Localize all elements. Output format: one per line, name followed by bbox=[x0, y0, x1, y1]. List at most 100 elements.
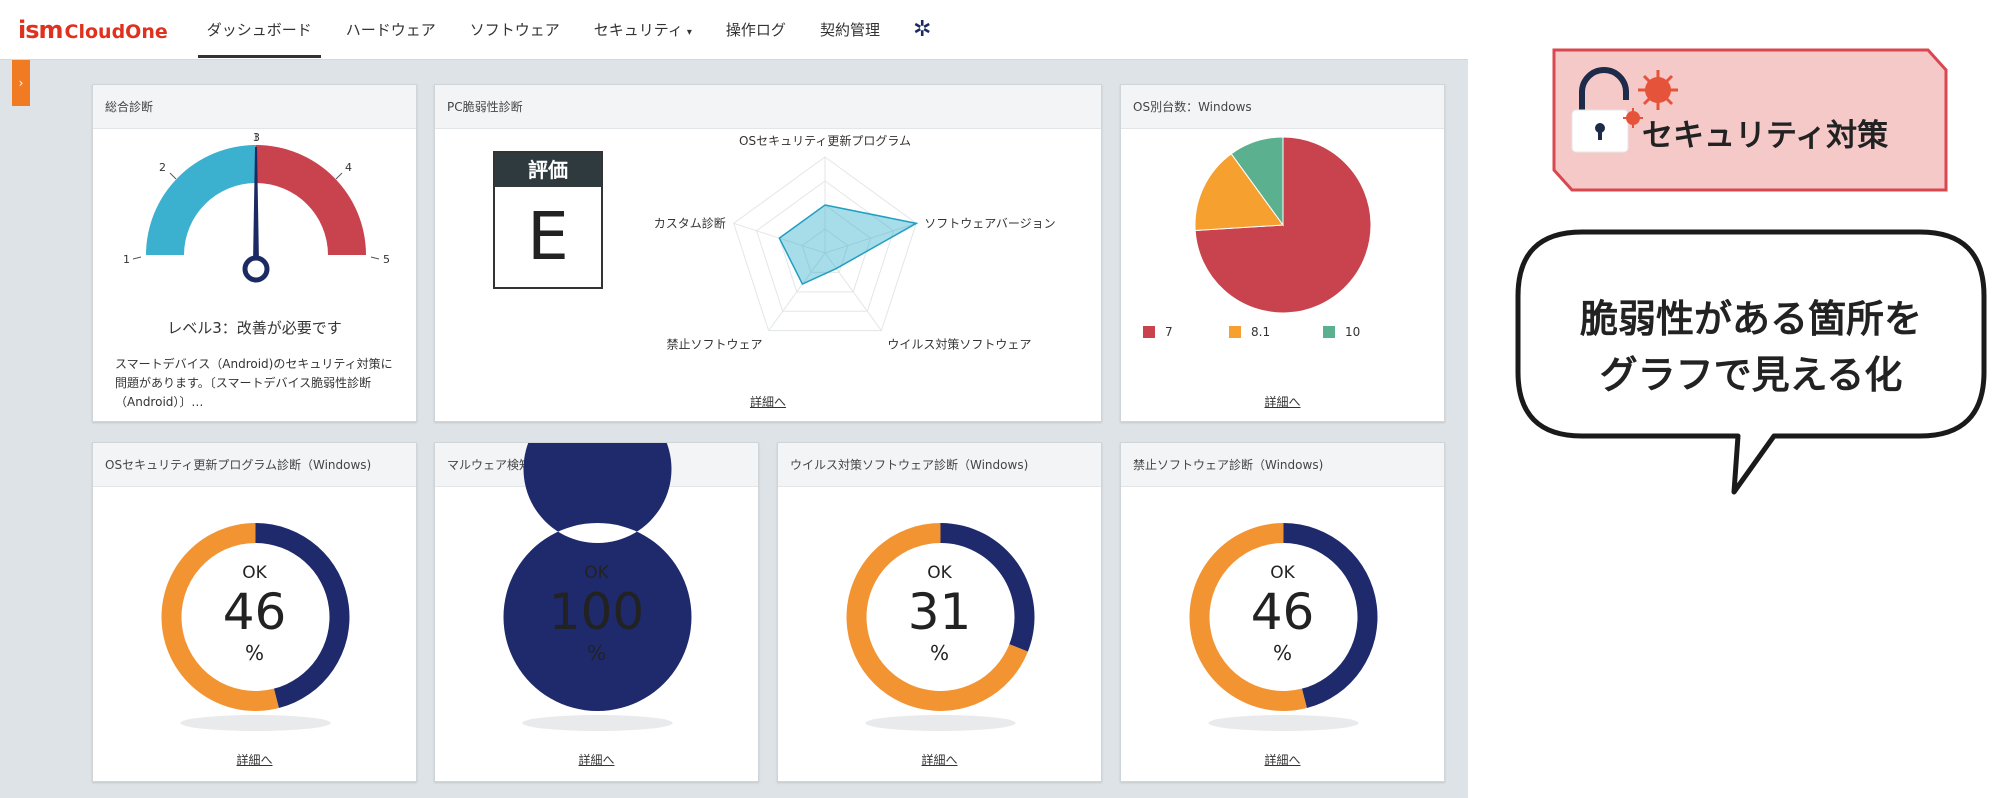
nav-contract[interactable]: 契約管理 bbox=[803, 0, 897, 60]
radar-grid-ring bbox=[755, 180, 895, 312]
evaluation-header: 評価 bbox=[495, 153, 601, 187]
donut-ok-label: OK bbox=[1270, 563, 1295, 583]
radar-axis-label-antivirus: ウイルス対策ソフトウェア bbox=[887, 338, 1031, 352]
donut-ok-label: OK bbox=[927, 563, 952, 583]
donut-unit: % bbox=[244, 641, 264, 665]
panel-antivirus: ウイルス対策ソフトウェア診断（Windows) OK 31% 詳細へ bbox=[777, 442, 1102, 782]
gauge-tick-5: 5 bbox=[383, 253, 390, 266]
panel-malware: マルウェア検知率 OK 100% 詳細へ bbox=[434, 442, 759, 782]
os-pie-chart bbox=[1194, 136, 1372, 314]
chevron-down-icon: ▾ bbox=[686, 26, 692, 38]
top-navigation: ism CloudOne ダッシュボード ハードウェア ソフトウェア セキュリテ… bbox=[0, 0, 1468, 60]
dashboard-app: ism CloudOne ダッシュボード ハードウェア ソフトウェア セキュリテ… bbox=[0, 0, 1468, 798]
donut-ok-segment bbox=[940, 523, 1035, 652]
detail-link[interactable]: 詳細へ bbox=[578, 753, 615, 767]
nav-security-label: セキュリティ bbox=[593, 20, 683, 39]
speech-bubble-callout: 脆弱性がある箇所を グラフで見える化 bbox=[1512, 226, 1990, 502]
nav-contract-label: 契約管理 bbox=[819, 20, 880, 39]
detail-link[interactable]: 詳細へ bbox=[749, 395, 786, 409]
vulnerability-radar-chart: OSセキュリティ更新プログラム ソフトウェアバージョン ウイルス対策ソフトウェア… bbox=[655, 133, 1056, 352]
diagnosis-description: スマートデバイス（Android)のセキュリティ対策に問題があります。〔スマート… bbox=[115, 357, 393, 409]
gauge-tick-2: 2 bbox=[159, 161, 166, 174]
unlock-icon bbox=[1571, 67, 1629, 153]
radar-grid-ring bbox=[733, 156, 917, 332]
radar-spoke bbox=[824, 252, 882, 331]
level-gauge: 1 2 3 4 5 bbox=[123, 131, 390, 283]
pie-legend-8-1: 8.1 bbox=[1229, 325, 1270, 339]
donut-ok-label: OK bbox=[242, 563, 267, 583]
pie-slice-8-1 bbox=[1194, 153, 1284, 232]
radar-series bbox=[778, 204, 919, 286]
gear-icon[interactable]: ✲ bbox=[912, 16, 932, 42]
pie-slice-10 bbox=[1230, 136, 1284, 227]
donut-unit: % bbox=[929, 641, 949, 665]
legend-label: 7 bbox=[1165, 325, 1173, 339]
donut-shadow bbox=[522, 715, 673, 731]
detail-link[interactable]: 詳細へ bbox=[921, 753, 958, 767]
donut-shadow bbox=[180, 715, 331, 731]
panel-overall-diagnosis: 総合診断 1 2 3 4 5 レベル3：改善が必要です スマートデバイス（And… bbox=[92, 84, 417, 422]
radar-axis-label-software-version: ソフトウェアバージョン bbox=[924, 216, 1055, 230]
detail-link[interactable]: 詳細へ bbox=[1264, 395, 1301, 409]
legend-swatch bbox=[1323, 326, 1335, 338]
radar-spoke bbox=[824, 222, 917, 254]
ism-cloudone-logo[interactable]: ism CloudOne bbox=[18, 16, 168, 44]
nav-dashboard[interactable]: ダッシュボード bbox=[190, 0, 329, 60]
nav-dashboard-label: ダッシュボード bbox=[206, 20, 312, 39]
panel-title: PC脆弱性診断 bbox=[435, 85, 1101, 129]
nav-software[interactable]: ソフトウェア bbox=[453, 0, 577, 60]
ok-rate-donut bbox=[1189, 523, 1378, 731]
nav-hardware-label: ハードウェア bbox=[345, 20, 436, 39]
donut-ok-label: OK bbox=[584, 563, 609, 583]
panel-banned-software: 禁止ソフトウェア診断（Windows) OK 46% 詳細へ bbox=[1120, 442, 1445, 782]
ok-rate-donut bbox=[503, 443, 692, 731]
gauge-tick-4: 4 bbox=[345, 161, 352, 174]
detail-link[interactable]: 詳細へ bbox=[1264, 753, 1301, 767]
donut-value: 46 bbox=[1250, 583, 1315, 641]
security-measures-badge: セキュリティ対策 bbox=[1552, 48, 1948, 192]
logo-brand: CloudOne bbox=[64, 20, 168, 43]
detail-link[interactable]: 詳細へ bbox=[236, 753, 273, 767]
legend-swatch bbox=[1143, 326, 1155, 338]
nav-hardware[interactable]: ハードウェア bbox=[329, 0, 453, 60]
donut-value: 100 bbox=[548, 583, 645, 641]
sidebar-toggle[interactable]: › bbox=[12, 60, 30, 106]
virus-icon bbox=[1623, 70, 1678, 128]
evaluation-grade-box: 評価 E bbox=[493, 151, 603, 289]
panel-pc-vulnerability: PC脆弱性診断 評価 E OSセキュリティ更新プログラム ソフトウェアバージョン… bbox=[434, 84, 1102, 422]
callout-line-1: 脆弱性がある箇所を bbox=[1579, 297, 1922, 341]
level-text: レベル3：改善が必要です bbox=[167, 319, 342, 337]
gauge-needle bbox=[253, 147, 259, 263]
nav-operation-log-label: 操作ログ bbox=[725, 20, 786, 39]
radar-grid bbox=[733, 156, 917, 332]
nav-operation-log[interactable]: 操作ログ bbox=[709, 0, 803, 60]
gauge-tick-1: 1 bbox=[123, 253, 130, 266]
donut-ng-segment bbox=[1189, 523, 1307, 711]
nav-security-dropdown[interactable]: セキュリティ ▾ bbox=[577, 0, 709, 60]
nav-software-label: ソフトウェア bbox=[469, 20, 560, 39]
pie-legend-10: 10 bbox=[1323, 325, 1360, 339]
donut-ok-segment bbox=[1283, 523, 1378, 709]
evaluation-grade: E bbox=[527, 198, 569, 275]
radar-axis-label-custom: カスタム診断 bbox=[655, 215, 726, 230]
gauge-danger-arc bbox=[256, 145, 366, 255]
panel-os-update: OSセキュリティ更新プログラム診断（Windows) OK 46% 詳細へ bbox=[92, 442, 417, 782]
ok-rate-donut bbox=[846, 523, 1035, 731]
logo-ism: ism bbox=[18, 15, 64, 44]
ok-rate-donut bbox=[161, 523, 350, 731]
gauge-hub bbox=[242, 255, 270, 283]
donut-shadow bbox=[1208, 715, 1359, 731]
panel-title: OS別台数：Windows bbox=[1121, 85, 1444, 129]
radar-axis-label-os-update: OSセキュリティ更新プログラム bbox=[739, 133, 911, 148]
panel-title: OSセキュリティ更新プログラム診断（Windows) bbox=[93, 443, 416, 487]
panel-title: ウイルス対策ソフトウェア診断（Windows) bbox=[778, 443, 1101, 487]
donut-value: 31 bbox=[907, 583, 972, 641]
gauge-safe-arc bbox=[146, 145, 256, 255]
speech-bubble-shape bbox=[1515, 229, 1987, 495]
radar-axis-label-banned-software: 禁止ソフトウェア bbox=[667, 338, 763, 352]
donut-ok-segment bbox=[255, 523, 350, 709]
legend-label: 10 bbox=[1345, 325, 1361, 339]
donut-value: 46 bbox=[222, 583, 287, 641]
legend-label: 8.1 bbox=[1251, 325, 1271, 339]
donut-shadow bbox=[865, 715, 1016, 731]
